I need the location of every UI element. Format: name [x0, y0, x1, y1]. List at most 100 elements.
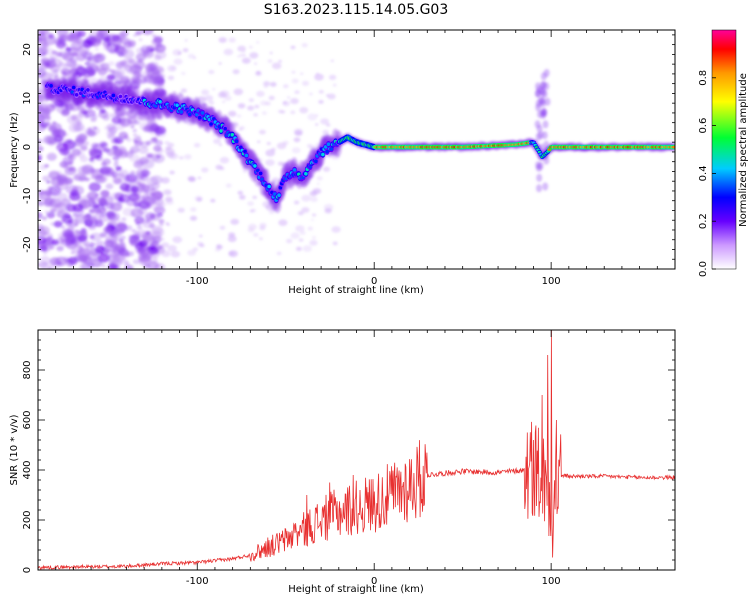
noise-blob [57, 179, 65, 185]
noise-blob [291, 78, 299, 84]
noise-blob [294, 130, 303, 136]
noise-blob [62, 51, 74, 61]
noise-blob [66, 226, 75, 233]
streak-blob [541, 89, 548, 98]
noise-blob [256, 90, 265, 97]
noise-blob [114, 160, 119, 164]
noise-blob [297, 211, 304, 216]
streak-blob [536, 184, 542, 193]
noise-blob [253, 113, 258, 117]
noise-blob [311, 218, 314, 221]
noise-blob [173, 58, 183, 65]
noise-blob [197, 176, 202, 180]
streak-blob [540, 108, 547, 117]
noise-blob [101, 161, 107, 167]
noise-blob [151, 240, 160, 247]
noise-blob [298, 238, 304, 242]
noise-blob [72, 203, 84, 212]
colorbar: 0.0 0.2 0.4 0.6 0.8 Normalized spectral ampl… [698, 29, 749, 277]
noise-blob [310, 196, 318, 202]
noise-blob [153, 137, 158, 141]
noise-blob [95, 193, 100, 197]
noise-blob [249, 52, 259, 59]
noise-blob [89, 157, 95, 162]
noise-blob [248, 45, 253, 49]
noise-blob [254, 62, 257, 65]
noise-blob [130, 125, 135, 129]
noise-blob [149, 153, 160, 162]
noise-blob [201, 167, 209, 173]
noise-blob [64, 166, 77, 176]
noise-blob [179, 156, 184, 160]
noise-blob [257, 140, 261, 143]
y-tick-label: 600 [22, 410, 33, 429]
noise-blob [68, 220, 73, 224]
noise-blob [113, 162, 119, 168]
colorbar-ticks: 0.0 0.2 0.4 0.6 0.8 [698, 70, 716, 277]
ridge-point [255, 168, 260, 173]
noise-blob [42, 175, 50, 181]
noise-blob [59, 161, 69, 168]
noise-blob [38, 146, 44, 152]
noise-blob [259, 129, 266, 135]
noise-blob [237, 103, 246, 109]
noise-blob [56, 203, 64, 209]
noise-blob [243, 54, 246, 57]
noise-blob [256, 41, 260, 44]
noise-blob [53, 220, 63, 228]
noise-blob [301, 207, 310, 213]
noise-blob [109, 113, 115, 118]
noise-blob [222, 100, 226, 103]
noise-blob [118, 193, 131, 203]
noise-blob [53, 128, 66, 139]
noise-blob [81, 256, 93, 265]
ridge-point [230, 133, 235, 137]
colorbar-tick-label: 0.2 [698, 213, 709, 229]
noise-blob [107, 263, 120, 269]
noise-blob [142, 219, 155, 229]
noise-blob [47, 153, 57, 161]
ridge-point [253, 164, 257, 168]
noise-blob [64, 132, 69, 137]
noise-blob [101, 264, 106, 268]
noise-blob [51, 126, 58, 131]
noise-blob [65, 203, 77, 212]
spectrogram-x-axis-label: Height of straight line (km) [288, 285, 424, 296]
x-tick-label: 0 [371, 276, 377, 287]
noise-blob [77, 105, 85, 111]
noise-blob [190, 207, 197, 212]
snr-x-axis-label: Height of straight line (km) [288, 584, 424, 595]
noise-blob [155, 133, 161, 137]
spectrogram-y-axis-label: Frequency (Hz) [9, 112, 20, 188]
noise-blob [219, 90, 230, 98]
noise-blob [132, 194, 145, 205]
noise-blob [267, 59, 273, 63]
ridge-point [244, 153, 249, 158]
noise-blob [81, 227, 87, 232]
noise-blob [161, 177, 170, 184]
noise-blob [38, 223, 44, 231]
noise-blob [132, 128, 137, 133]
noise-blob [119, 177, 128, 184]
noise-blob [151, 251, 160, 258]
noise-blob [125, 173, 137, 183]
noise-blob [270, 82, 277, 87]
y-tick-label: 0 [22, 567, 33, 573]
snr-content [38, 330, 675, 570]
noise-blob [121, 235, 126, 240]
noise-blob [295, 246, 302, 251]
noise-blob [38, 154, 43, 161]
ridge-point [278, 185, 283, 190]
noise-blob [145, 140, 152, 146]
noise-blob [135, 159, 145, 166]
y-tick-label: 400 [22, 460, 33, 479]
noise-blob [172, 236, 183, 244]
y-tick-label: 0 [22, 144, 33, 150]
noise-blob [121, 217, 127, 222]
noise-blob [144, 230, 152, 236]
noise-blob [98, 207, 107, 214]
noise-blob [121, 250, 130, 257]
noise-blob [107, 253, 120, 263]
